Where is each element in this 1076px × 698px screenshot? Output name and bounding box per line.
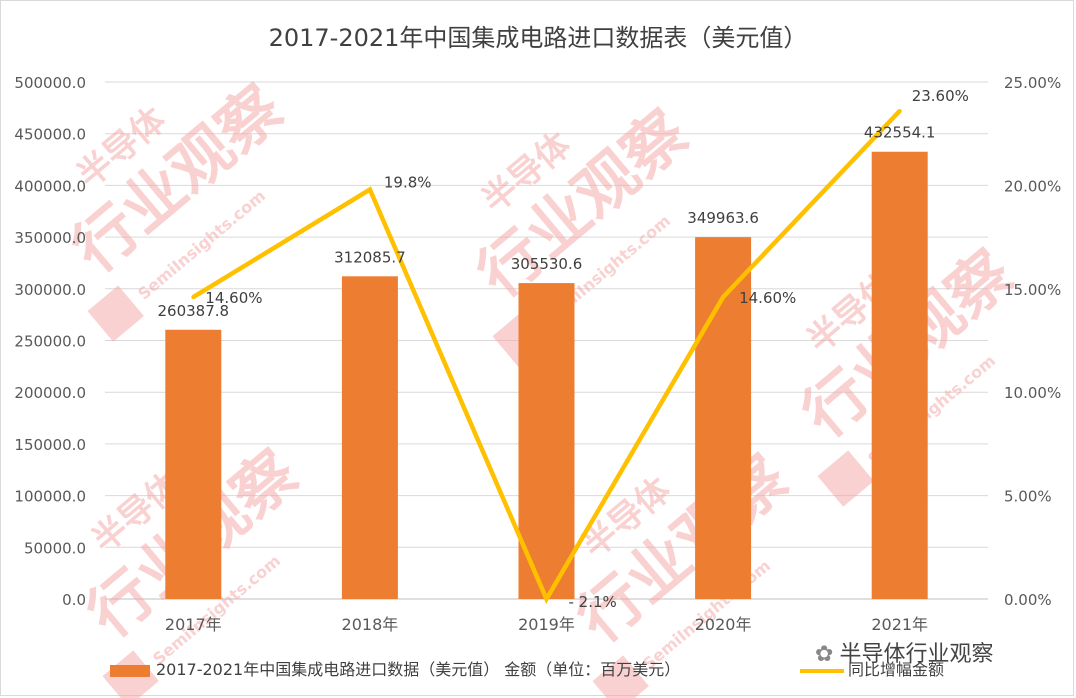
watermark-caption: ✿ 半导体行业观察 — [815, 642, 994, 667]
x-tick-label: 2018年 — [342, 615, 399, 634]
y-left-tick-label: 0.0 — [62, 591, 86, 609]
bar-value-label: 305530.6 — [511, 255, 583, 273]
y-right-tick-label: 20.00% — [1004, 177, 1061, 195]
y-right-tick-label: 10.00% — [1004, 384, 1061, 402]
y-right-tick-label: 25.00% — [1004, 74, 1061, 92]
legend-item-bars: 2017-2021年中国集成电路进口数据（美元值） 金额（单位：百万美元） — [110, 656, 680, 680]
line-series — [191, 108, 902, 604]
x-tick-label: 2019年 — [518, 615, 575, 634]
watermark-square — [87, 285, 144, 342]
line-point — [191, 295, 196, 300]
legend-label-bars: 2017-2021年中国集成电路进口数据（美元值） 金额（单位：百万美元） — [156, 660, 681, 679]
bar — [165, 329, 222, 599]
watermark-square — [817, 450, 874, 507]
y-right-tick-label: 15.00% — [1004, 281, 1061, 299]
bar — [518, 283, 575, 599]
line-value-label: 14.60% — [205, 289, 262, 307]
legend-swatch-line — [800, 668, 844, 673]
y-left-tick-label: 250000.0 — [14, 333, 86, 351]
y-left-tick-label: 450000.0 — [14, 126, 86, 144]
line-point — [367, 187, 372, 192]
line-value-label: 23.60% — [912, 87, 969, 105]
bar-value-label: 349963.6 — [687, 209, 759, 227]
y-left-tick-label: 300000.0 — [14, 281, 86, 299]
y-right-tick-label: 0.00% — [1004, 591, 1052, 609]
x-tick-label: 2017年 — [165, 615, 222, 634]
legend-label-line: 同比增幅金额 — [848, 660, 945, 679]
y-right-tick-label: 5.00% — [1004, 488, 1052, 506]
y-left-tick-label: 400000.0 — [14, 177, 86, 195]
bar-series — [165, 151, 928, 599]
bar — [341, 276, 398, 599]
y-left-tick-label: 100000.0 — [14, 488, 86, 506]
y-left-tick-label: 50000.0 — [24, 539, 86, 557]
axes: 0.0 50000.0 100000.0 150000.0 200000.0 250000… — [14, 74, 1061, 634]
bar-value-label: 432554.1 — [864, 124, 936, 142]
line-value-label: - 2.1% — [569, 593, 617, 611]
wechat-icon: ✿ — [815, 642, 834, 667]
chart-title: 2017-2021年中国集成电路进口数据表（美元值） — [268, 24, 808, 52]
legend-swatch-bar — [110, 664, 150, 677]
line-point — [897, 108, 902, 113]
line-point — [544, 597, 549, 601]
gridlines — [105, 81, 988, 600]
line-point — [721, 295, 726, 300]
bar-value-label: 260387.8 — [158, 302, 230, 320]
legend-item-line: 同比增幅金额 — [800, 656, 944, 680]
y-left-tick-label: 200000.0 — [14, 384, 86, 402]
line-value-label: 14.60% — [739, 289, 796, 307]
bar — [871, 151, 928, 599]
x-tick-label: 2021年 — [871, 615, 928, 634]
y-left-tick-label: 350000.0 — [14, 229, 86, 247]
y-left-tick-label: 150000.0 — [14, 436, 86, 454]
y-left-tick-label: 500000.0 — [14, 74, 86, 92]
bar-value-label: 312085.7 — [334, 248, 406, 266]
x-tick-label: 2020年 — [695, 615, 752, 634]
data-labels: 260387.8 312085.7 305530.6 349963.6 432554.1… — [158, 87, 969, 611]
line-value-label: 19.8% — [384, 174, 432, 192]
legend: 2017-2021年中国集成电路进口数据（美元值） 金额（单位：百万美元） 同比… — [110, 656, 1050, 680]
